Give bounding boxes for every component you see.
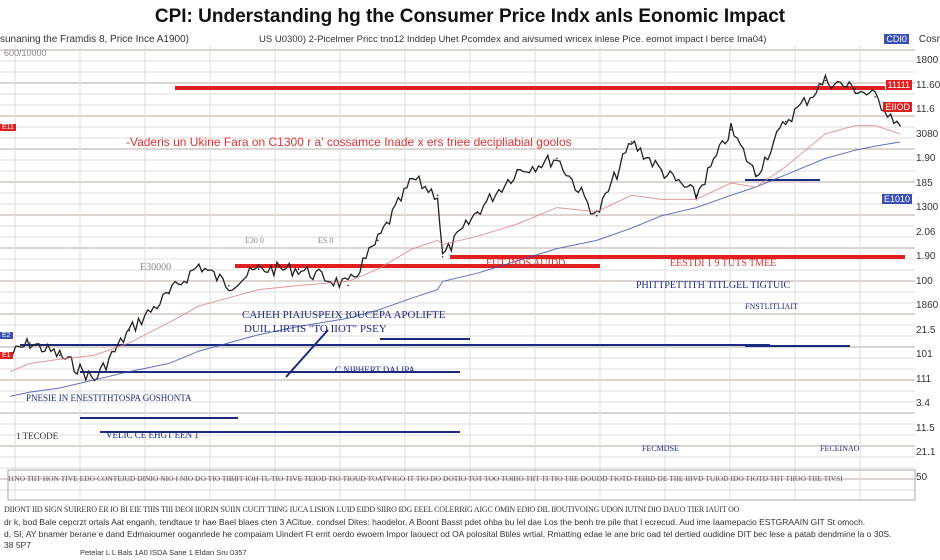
series-line-moving-average bbox=[9, 141, 901, 397]
axis-tick-label: 21.1 bbox=[916, 447, 936, 458]
blue-center-annotation-1: CAHEH PIAIUSPEIX IOUCEPA APOLIFTE bbox=[242, 309, 446, 321]
axis-tick-label: 11.5 bbox=[916, 422, 935, 434]
data-point bbox=[595, 215, 598, 217]
axis-tick-label: 1860 bbox=[916, 300, 939, 311]
axis-tick-label: 21.5 bbox=[916, 324, 936, 336]
badge-red-2: EIIOD bbox=[883, 102, 912, 112]
small-bottom-1: FECMDSE bbox=[642, 444, 679, 453]
red-right-annotation: EESTDI 1 9 TUTS TMEE bbox=[670, 258, 777, 269]
source-note: Petelar L L Bals 1A0 ISDA Sane 1 Eldan S… bbox=[80, 548, 247, 557]
x-axis-labels: I1NO TIIT HON TIVE EDO CONTEIUD DINIO NI… bbox=[8, 474, 843, 483]
blue-left-annotation-1: PNESIE IN ENESTITHTOSPA GOSHONTA bbox=[26, 393, 192, 403]
data-point bbox=[476, 210, 479, 213]
data-point bbox=[899, 124, 901, 127]
top-left-small: 600/10000 bbox=[4, 48, 47, 58]
axis-tick-label: 1.90 bbox=[916, 251, 936, 262]
data-point bbox=[29, 342, 31, 344]
axis-tick-label: 100 bbox=[916, 275, 933, 287]
blue-mid-right-annotation: PHITTPETTITH TITLGEL TIGTUIC bbox=[636, 280, 791, 291]
data-point bbox=[730, 128, 732, 131]
corner-badge: CDI0 bbox=[884, 34, 909, 44]
data-point bbox=[377, 239, 379, 242]
axis-tick-label: 1800 bbox=[916, 55, 939, 66]
axis-tick-label: 111 bbox=[916, 373, 932, 385]
axis-tick-label: 3.4 bbox=[916, 398, 930, 409]
blue-left-annotation-2: VELIC CE EHGT EEN 1 bbox=[106, 430, 199, 440]
code-label: 1 TECODE bbox=[16, 431, 59, 441]
data-point bbox=[347, 284, 349, 287]
axis-tick-label: 11.6 bbox=[916, 104, 935, 115]
footer-line-3: d, SI, AY bnamer berane e dand Edmaioume… bbox=[4, 529, 892, 539]
footer-line-2: dr k, bod Bale cepcrzt ortals Aat enganh… bbox=[4, 517, 866, 527]
axis-tick-label: 3080 bbox=[916, 128, 939, 140]
blue-right-small: FNSTLITLIAIT bbox=[745, 302, 798, 311]
series-line-cpi bbox=[9, 73, 901, 383]
axis-tick-label: 1.90 bbox=[916, 153, 936, 164]
axis-tick-label: 2.06 bbox=[916, 226, 936, 238]
right-label: Cosr bbox=[918, 34, 940, 45]
red-mid-annotation: EUT INDS AUIDD bbox=[486, 258, 566, 269]
data-point bbox=[436, 194, 439, 197]
left-subtitle: sunaning the Framdis 8, Price Ince A1900… bbox=[0, 34, 189, 45]
blue-center-annotation-3: C NIPHERT DALIPA bbox=[335, 365, 415, 375]
data-point bbox=[784, 120, 787, 123]
axis-tick-label: 185 bbox=[916, 177, 933, 189]
gray-annotation: E30000 bbox=[140, 262, 172, 273]
gray-small-2: ES 0 bbox=[318, 236, 334, 245]
series-line-trend bbox=[9, 125, 901, 373]
data-point bbox=[257, 268, 260, 270]
data-point bbox=[516, 169, 518, 172]
subtitle-row: sunaning the Framdis 8, Price Ince A1900… bbox=[0, 34, 940, 45]
data-point bbox=[695, 194, 697, 197]
data-point bbox=[755, 174, 757, 176]
data-point bbox=[874, 96, 876, 98]
data-point bbox=[128, 329, 131, 332]
data-point bbox=[556, 157, 558, 160]
data-point bbox=[660, 169, 663, 172]
data-point bbox=[297, 268, 300, 270]
center-subtitle: US U0300) 2-Picelmer Pricc tno12 Inddep … bbox=[259, 34, 767, 45]
gray-small-1: E30 0 bbox=[245, 236, 264, 245]
chart-title: CPI: Understanding hg the Consumer Price… bbox=[154, 6, 786, 27]
data-point bbox=[854, 87, 857, 90]
trend-arrow bbox=[285, 329, 329, 378]
axis-tick-label: 101 bbox=[916, 349, 933, 360]
badge-left-1: E11 bbox=[0, 124, 16, 131]
data-point bbox=[198, 264, 200, 266]
data-point bbox=[227, 284, 230, 287]
data-point bbox=[824, 79, 827, 82]
data-point bbox=[630, 141, 633, 143]
x-axis-box bbox=[7, 469, 916, 501]
small-bottom-2: FECEINAO bbox=[820, 444, 860, 453]
data-point bbox=[411, 178, 414, 180]
axis-tick-label: 50 bbox=[916, 471, 928, 483]
axis-tick-label: 11.60 bbox=[916, 79, 940, 91]
badge-red-1: 11111 bbox=[885, 80, 912, 90]
data-point bbox=[168, 292, 170, 295]
red-annotation: -Vaderis un Ukine Fara on C1300 r a' cos… bbox=[126, 135, 572, 149]
footer-line-4: 38 5P7 bbox=[4, 540, 31, 550]
footer-line-1: DIIONT IID SIGN SUIRERO ER IO BI EIE TII… bbox=[4, 505, 740, 514]
data-point bbox=[58, 354, 61, 357]
badge-blue-1: E1010 bbox=[881, 194, 912, 204]
blue-center-annotation-2: DUIL LIRTIS "TO IIOT" PSEY bbox=[244, 323, 387, 335]
badge-left-2: E2 bbox=[0, 332, 13, 339]
badge-left-3: E1 bbox=[0, 352, 13, 359]
axis-tick-label: 1300 bbox=[916, 202, 939, 213]
data-point bbox=[441, 255, 444, 258]
